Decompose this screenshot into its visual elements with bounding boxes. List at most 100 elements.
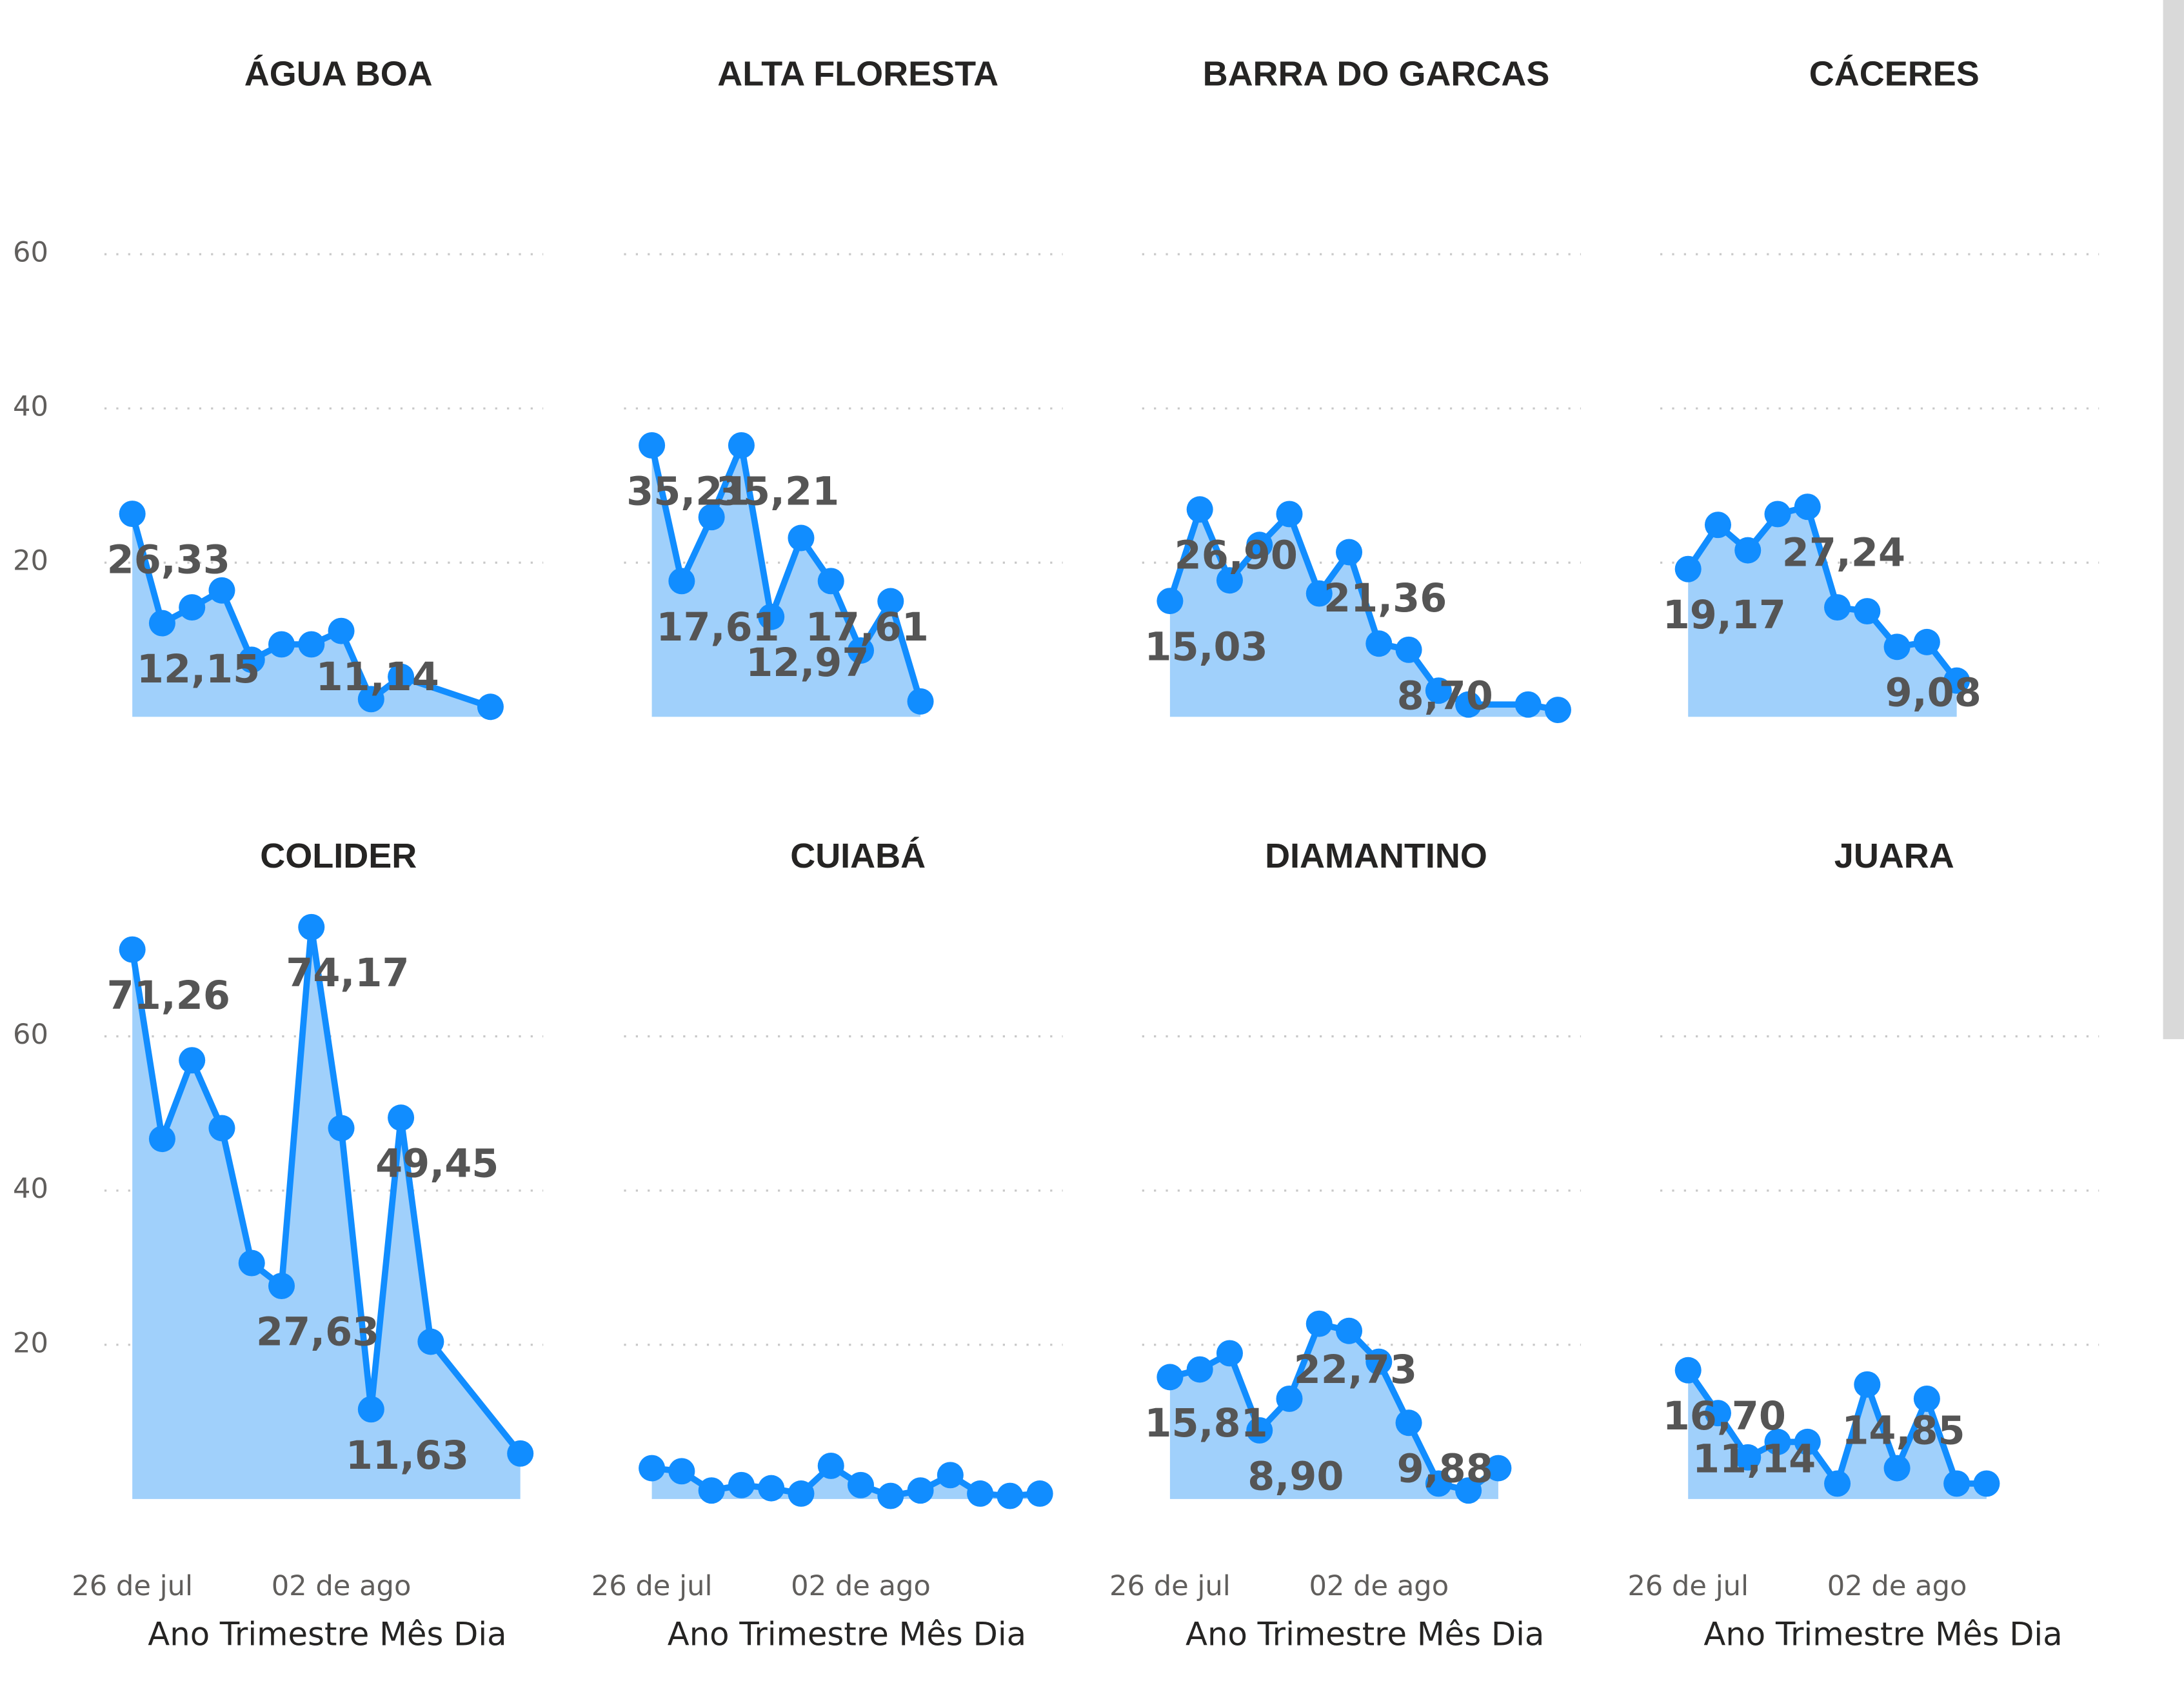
- dot: [1734, 537, 1762, 564]
- dot: [1674, 1357, 1702, 1384]
- dot: [268, 631, 295, 658]
- dot: [1305, 580, 1333, 607]
- panel-title: COLIDER: [260, 837, 417, 875]
- dot: [179, 1047, 206, 1074]
- data-label: 15,03: [1144, 625, 1267, 670]
- dot: [119, 501, 146, 528]
- x-tick-label: 02 de ago: [791, 1570, 931, 1602]
- x-axis-title: Ano Trimestre Mês Dia: [668, 1616, 1026, 1653]
- dot: [1794, 1428, 1821, 1455]
- canvas: ÁGUA BOA 20 40 60 26,33 12,15 11,14 ALTA FLORES…: [13, 0, 2184, 1653]
- dot: [1455, 691, 1482, 718]
- x-tick-label: 26 de jul: [72, 1570, 193, 1602]
- data-label: 8,90: [1247, 1454, 1344, 1499]
- panel-title: CÁCERES: [1809, 55, 1980, 94]
- y-tick-label: 40: [13, 391, 48, 423]
- x-tick-label: 02 de ago: [272, 1570, 412, 1602]
- data-label: 9,88: [1397, 1447, 1493, 1492]
- x-tick-label: 26 de jul: [591, 1570, 713, 1602]
- dot: [668, 568, 695, 595]
- dot: [728, 432, 755, 459]
- y-tick-label: 60: [13, 1019, 48, 1051]
- dot: [1336, 539, 1363, 566]
- y-tick-label: 20: [13, 1327, 48, 1359]
- dot: [1336, 1317, 1363, 1344]
- dot: [357, 1396, 384, 1423]
- y-tick-label: 20: [13, 545, 48, 577]
- data-label: 74,17: [286, 951, 409, 996]
- dot: [507, 1440, 534, 1467]
- dot: [1973, 1470, 2000, 1497]
- dot: [698, 504, 725, 531]
- scrollbar[interactable]: [2163, 0, 2184, 1039]
- dot: [817, 1452, 844, 1479]
- data-label: 27,24: [1782, 531, 1905, 576]
- dot: [907, 1477, 934, 1504]
- dot: [847, 637, 875, 664]
- dot: [817, 568, 844, 595]
- data-label: 12,15: [137, 647, 260, 692]
- x-axis-title: Ano Trimestre Mês Dia: [148, 1616, 506, 1653]
- data-label: 26,90: [1175, 533, 1298, 579]
- dot: [1216, 1340, 1243, 1367]
- dot: [1854, 598, 1881, 625]
- dot: [1365, 630, 1393, 657]
- panel-title: JUARA: [1834, 837, 1954, 875]
- dot: [238, 1249, 265, 1277]
- dot: [1734, 1444, 1762, 1471]
- dot: [298, 631, 325, 658]
- dot: [937, 1462, 964, 1489]
- x-axis-title: Ano Trimestre Mês Dia: [1703, 1616, 2062, 1653]
- data-label: 11,14: [1693, 1437, 1816, 1482]
- dot: [388, 1104, 415, 1131]
- dot: [1883, 1455, 1911, 1482]
- dot: [1455, 1477, 1482, 1504]
- data-label: 15,81: [1144, 1401, 1267, 1446]
- dot: [1764, 501, 1791, 528]
- dot: [1943, 1470, 1971, 1497]
- dot: [788, 1480, 815, 1507]
- data-label: 8,70: [1397, 673, 1493, 719]
- dot: [1794, 493, 1821, 521]
- data-label: 16,70: [1663, 1394, 1786, 1439]
- dot: [1246, 1417, 1273, 1444]
- dot: [477, 693, 504, 721]
- data-label: 21,36: [1324, 576, 1447, 621]
- dot: [1883, 633, 1911, 661]
- dot: [1913, 628, 1940, 655]
- dot: [1764, 1428, 1791, 1455]
- data-label: 14,85: [1842, 1408, 1965, 1453]
- dot: [668, 1458, 695, 1485]
- dot: [1186, 1356, 1213, 1383]
- data-label: 11,63: [346, 1433, 469, 1478]
- dot: [1365, 1348, 1393, 1375]
- dot: [758, 603, 785, 630]
- dot: [417, 1328, 444, 1355]
- data-label: 26,33: [107, 538, 230, 583]
- dot: [1514, 691, 1542, 718]
- dot: [268, 1273, 295, 1300]
- dot: [907, 688, 934, 715]
- panel-title: ÁGUA BOA: [244, 55, 433, 94]
- data-label: 11,14: [316, 655, 439, 700]
- dot: [639, 432, 666, 459]
- dot: [208, 577, 235, 604]
- dot: [238, 646, 265, 673]
- data-label: 35,21: [626, 469, 750, 514]
- dot: [728, 1471, 755, 1498]
- dot: [388, 663, 415, 690]
- x-tick-label: 26 de jul: [1627, 1570, 1749, 1602]
- dot: [1216, 567, 1243, 594]
- dot: [328, 617, 355, 644]
- dot: [877, 588, 904, 615]
- dot: [1425, 1470, 1452, 1497]
- dot: [1246, 532, 1273, 559]
- dot: [1704, 512, 1731, 539]
- data-label: 9,08: [1885, 671, 1981, 716]
- dot: [1276, 1385, 1303, 1412]
- dot: [328, 1115, 355, 1142]
- dot: [639, 1455, 666, 1482]
- dot: [997, 1482, 1024, 1509]
- line: [1685, 503, 1960, 683]
- dot: [698, 1477, 725, 1504]
